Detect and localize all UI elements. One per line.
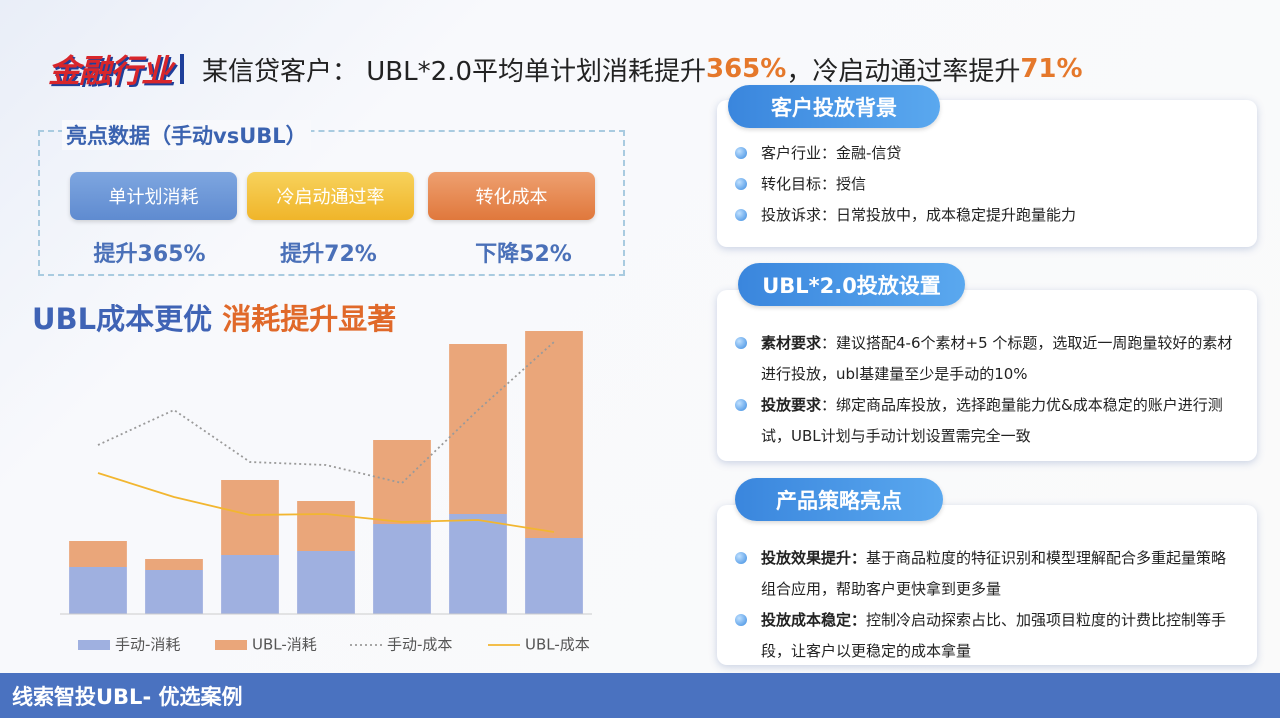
chart: 手动-消耗 UBL-消耗 手动-成本 UBL-成本 [60,331,592,654]
item-text: 投放诉求：日常投放中，成本稳定提升跑量能力 [761,206,1077,224]
panel-title: UBL*2.0投放设置 [738,263,965,306]
bar [373,524,431,614]
highlight-title: 亮点数据（手动vsUBL） [62,120,311,150]
bar [449,514,507,614]
legend-label: UBL-消耗 [252,636,317,654]
metric-label: 转化成本 [428,172,595,220]
title-highlight: 71% [1020,54,1083,84]
metric-value: 提升365% [93,242,206,267]
legend-label: 手动-成本 [387,636,452,654]
heading-part: 消耗提升显著 [222,302,397,336]
item-text: 基于商品粒度的特征识别和模型理解配合多重起量策略组合应用，帮助客户更快拿到更多量 [761,549,1227,598]
bar [221,555,279,614]
item-text: ：绑定商品库投放，选择跑量能力优&成本稳定的账户进行测试，UBL计划与手动计划设… [761,396,1223,445]
panel-item: 素材要求：建议搭配4-6个素材+5 个标题，选取近一周跑量较好的素材进行投放，u… [733,328,1239,390]
panel-item: 投放成本稳定：控制冷启动探索占比、加强项目粒度的计费比控制等手段，让客户以更稳定… [733,605,1239,667]
item-label: 投放效果提升： [761,549,867,567]
bar [69,541,127,567]
title-text: ，冷启动通过率提升 [786,56,1021,87]
panel-item: 投放效果提升：基于商品粒度的特征识别和模型理解配合多重起量策略组合应用，帮助客户… [733,543,1239,605]
item-text: 客户行业：金融-信贷 [761,144,902,162]
footer: 线索智投UBL- 优选案例 [0,673,1280,718]
legend-swatch [78,640,110,650]
panel-item: 投放诉求：日常投放中，成本稳定提升跑量能力 [733,200,1239,231]
bar [525,331,583,538]
item-text: 转化目标：授信 [761,175,867,193]
panel: 客户行业：金融-信贷 转化目标：授信投放诉求：日常投放中，成本稳定提升跑量能力 [717,100,1257,247]
panel-item: 投放要求：绑定商品库投放，选择跑量能力优&成本稳定的账户进行测试，UBL计划与手… [733,390,1239,452]
metric-label: 单计划消耗 [70,172,237,220]
item-label: 投放要求 [761,396,822,414]
bar [449,344,507,514]
highlight-box [38,130,625,276]
bar [297,551,355,614]
item-label: 投放成本稳定： [761,611,867,629]
bar [297,501,355,551]
legend-swatch [215,640,247,650]
metric-value: 下降52% [475,242,572,267]
panel: 投放效果提升：基于商品粒度的特征识别和模型理解配合多重起量策略组合应用，帮助客户… [717,505,1257,665]
industry-tag: 金融行业 [48,52,173,90]
title-highlight: 365% [705,54,787,84]
item-text: 控制冷启动探索占比、加强项目粒度的计费比控制等手段，让客户以更稳定的成本拿量 [761,611,1227,660]
panel-title: 产品策略亮点 [735,478,943,521]
panel: 素材要求：建议搭配4-6个素材+5 个标题，选取近一周跑量较好的素材进行投放，u… [717,290,1257,461]
panel-item: 转化目标：授信 [733,169,1239,200]
panel-item: 客户行业：金融-信贷 [733,138,1239,169]
line [97,341,555,484]
heading-part: UBL成本更优 [32,302,213,336]
legend-label: UBL-成本 [525,636,590,654]
metric-value: 提升72% [280,242,377,267]
bar [221,480,279,555]
bar [145,570,203,614]
item-text: ：建议搭配4-6个素材+5 个标题，选取近一周跑量较好的素材进行投放，ubl基建… [761,334,1233,383]
bar [69,567,127,614]
legend-label: 手动-消耗 [115,636,180,654]
title-text: 某信贷客户： UBL*2.0平均单计划消耗提升 [202,56,706,87]
metric-label: 冷启动通过率 [247,172,414,220]
separator [180,54,185,84]
bar [525,538,583,614]
bar [145,559,203,570]
item-label: 素材要求 [761,334,822,352]
panel-title: 客户投放背景 [728,85,940,128]
chart-heading: UBL成本更优 消耗提升显著 [32,296,396,338]
header: 金融行业 某信贷客户： UBL*2.0平均单计划消耗提升 365% ，冷启动通过率提… [48,46,1083,92]
line [97,472,555,533]
